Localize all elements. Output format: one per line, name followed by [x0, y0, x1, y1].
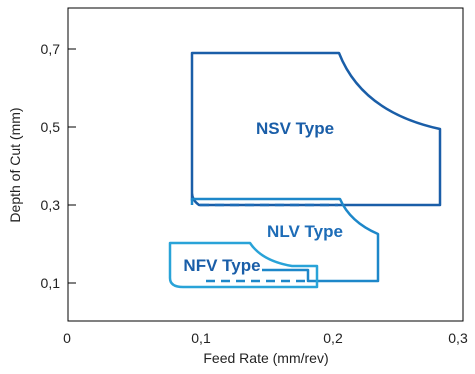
y-tick-label-0,3: 0,3 [41, 197, 61, 213]
region-nsv-outline [190, 51, 442, 207]
x-axis-title: Feed Rate (mm/rev) [203, 350, 328, 366]
region-nlv-outline [190, 197, 380, 283]
y-tick-label-0,5: 0,5 [41, 119, 61, 135]
region-label-nsv: NSV Type [256, 119, 334, 138]
y-axis-title: Depth of Cut (mm) [7, 107, 23, 222]
region-nfv-outline [168, 241, 319, 289]
x-tick-label-0,3: 0,3 [448, 330, 468, 346]
x-tick-label-0,2: 0,2 [323, 330, 343, 346]
x-tick-label-0,1: 0,1 [191, 330, 211, 346]
x-tick-label-0: 0 [63, 330, 71, 346]
region-label-nfv: NFV Type [183, 256, 260, 275]
y-tick-label-0,7: 0,7 [41, 41, 61, 57]
y-tick-label-0,1: 0,1 [41, 275, 61, 291]
region-label-nlv: NLV Type [267, 222, 343, 241]
plot-frame [67, 7, 464, 322]
